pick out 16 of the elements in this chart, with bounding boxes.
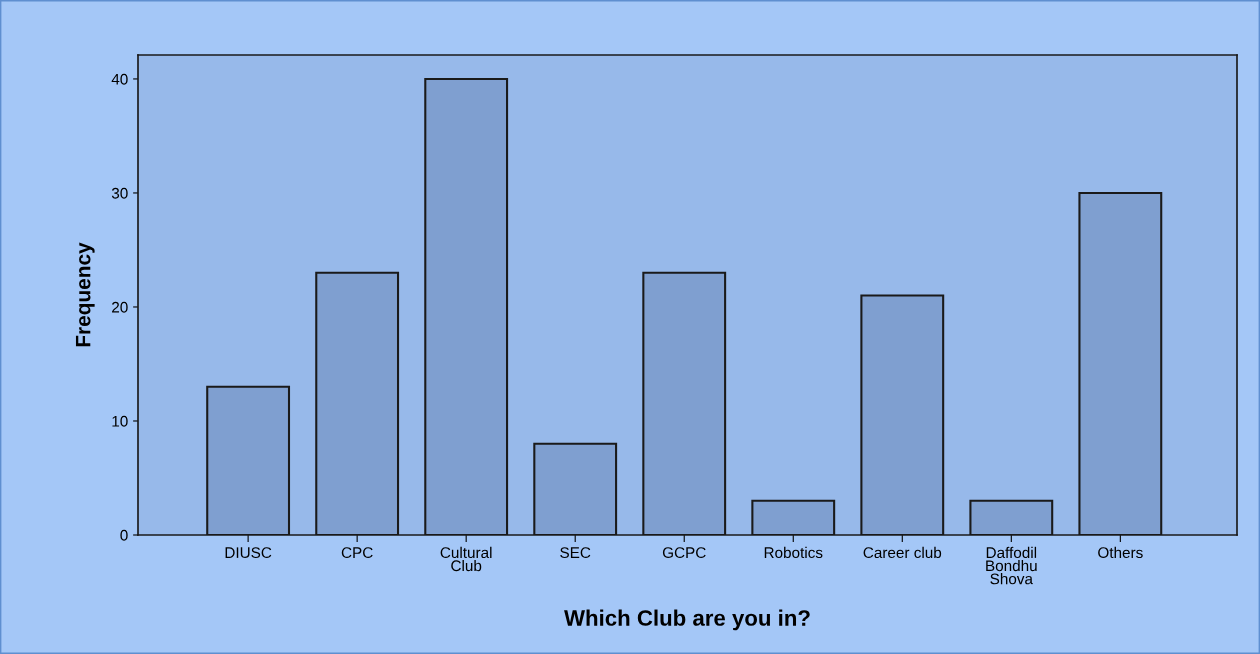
x-tick-label: GCPC	[662, 547, 706, 559]
x-tick-label: CPC	[341, 547, 373, 559]
x-tick-label: Robotics	[764, 546, 823, 559]
x-tick-label: Others	[1098, 546, 1143, 559]
x-tick-label: DIUSC	[225, 547, 272, 559]
y-tick-label: 0	[120, 529, 128, 541]
x-tick-label: Cultural Club	[440, 546, 492, 572]
y-tick-label: 40	[111, 73, 128, 85]
y-tick-label: 10	[112, 415, 128, 427]
y-tick-label: 30	[111, 187, 128, 199]
y-tick-label: 20	[112, 301, 128, 313]
x-tick-label: SEC	[560, 547, 591, 559]
x-tick-label: Daffodil Bondhu Shova	[986, 546, 1037, 585]
x-axis-title: Which Club are you in?	[564, 609, 810, 631]
y-axis-title: Frequency	[75, 242, 95, 347]
x-tick-label: Career club	[863, 546, 942, 559]
